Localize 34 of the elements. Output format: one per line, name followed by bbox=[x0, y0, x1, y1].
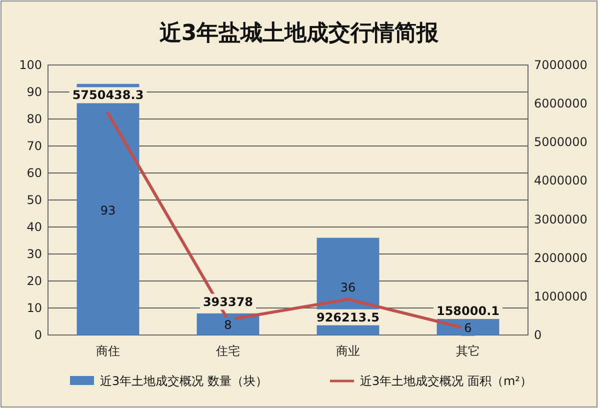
y-tick-label: 50 bbox=[26, 193, 42, 207]
y-tick-label: 100 bbox=[19, 58, 42, 72]
data-label: 8 bbox=[224, 318, 232, 332]
y-tick-label: 90 bbox=[26, 85, 42, 99]
data-label: 926213.5 bbox=[316, 310, 380, 324]
y-tick-label: 30 bbox=[26, 247, 42, 261]
chart-title: 近3年盐城土地成交行情简报 bbox=[158, 20, 440, 46]
data-label: 36 bbox=[340, 280, 356, 294]
data-label: 5750438.3 bbox=[72, 88, 144, 102]
legend-label: 近3年土地成交概况 数量（块） bbox=[100, 374, 268, 388]
data-label: 93 bbox=[100, 203, 116, 218]
y-tick-label: 80 bbox=[26, 112, 42, 126]
y2-tick-label: 6000000 bbox=[534, 96, 588, 111]
y2-tick-label: 7000000 bbox=[534, 58, 588, 72]
y2-tick-label: 1000000 bbox=[534, 289, 588, 304]
x-tick-label: 其它 bbox=[456, 344, 480, 358]
data-label: 393378 bbox=[202, 294, 254, 309]
y-tick-label: 0 bbox=[34, 328, 42, 342]
y-tick-label: 70 bbox=[26, 139, 42, 153]
legend-label: 近3年土地成交概况 面积（m²） bbox=[360, 374, 532, 388]
y2-tick-label: 0 bbox=[534, 328, 542, 342]
y2-tick-label: 4000000 bbox=[534, 174, 588, 188]
x-tick-label: 商业 bbox=[336, 344, 360, 358]
data-label: 6 bbox=[464, 320, 472, 335]
y2-tick-label: 5000000 bbox=[534, 135, 588, 150]
data-label: 158000.1 bbox=[436, 304, 500, 318]
y-tick-label: 10 bbox=[26, 301, 42, 315]
y-tick-label: 60 bbox=[26, 166, 42, 180]
x-tick-label: 住宅 bbox=[215, 344, 240, 358]
y-tick-label: 40 bbox=[26, 220, 42, 234]
y-tick-label: 20 bbox=[26, 274, 42, 288]
y2-tick-label: 3000000 bbox=[534, 212, 588, 226]
y2-tick-label: 2000000 bbox=[534, 250, 588, 265]
x-tick-label: 商住 bbox=[96, 344, 120, 358]
